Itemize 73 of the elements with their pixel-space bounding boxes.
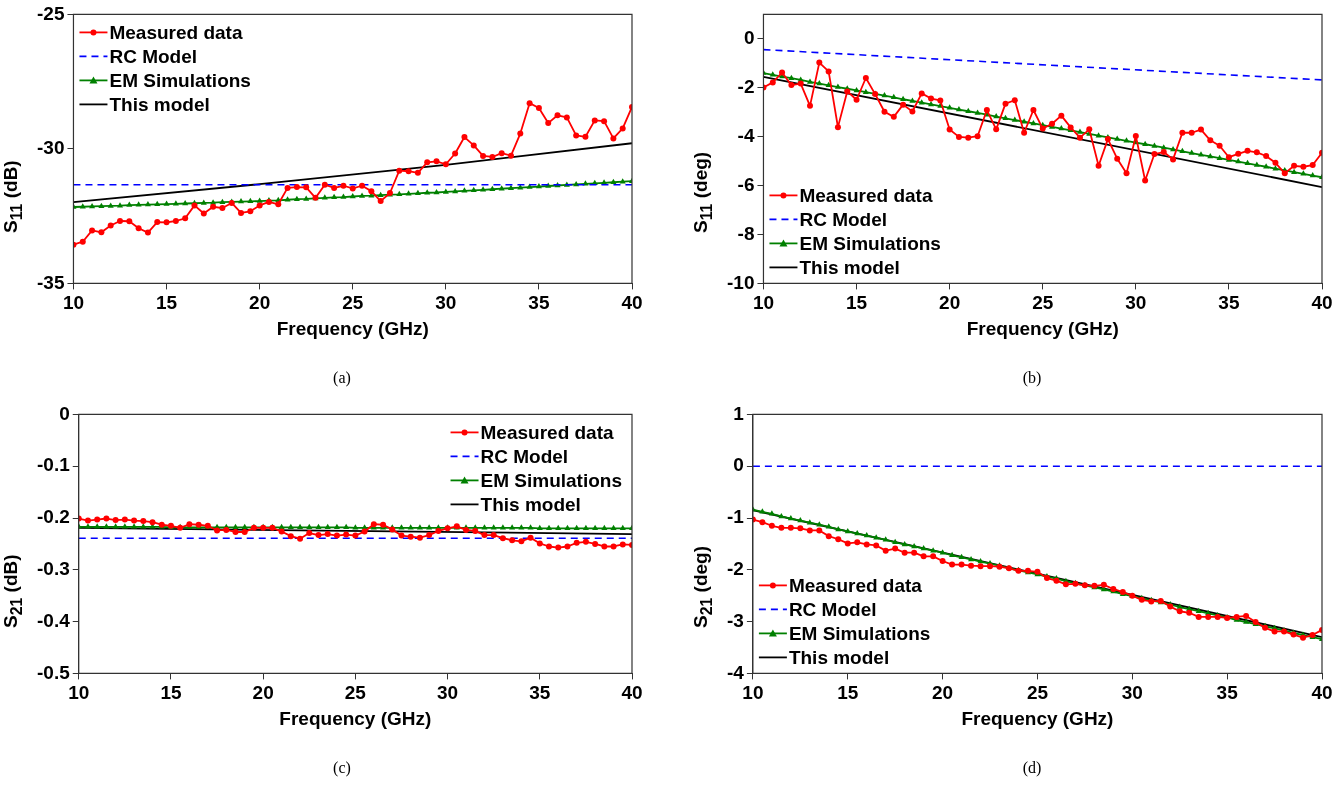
x-tick-label: 25 [1026,682,1049,704]
legend-label: Measured data [799,184,933,206]
x-axis-title: Frequency (GHz) [276,317,429,339]
legend-label: EM Simulations [480,469,623,491]
text: (c) [332,759,352,777]
y-tick-label: -0.1 [36,454,71,476]
y-tick-label: -8 [737,222,755,244]
y-tick-label: -25 [36,2,65,24]
x-tick-label: 40 [1311,682,1333,704]
legend-label: Measured data [109,21,243,43]
x-tick-label: 30 [437,682,459,704]
x-tick-label: 20 [252,682,274,704]
x-tick-label: 30 [435,292,457,314]
y-tick-label: -30 [36,137,65,159]
legend-label: RC Model [788,598,877,620]
y-tick-label: -3 [726,609,744,631]
y-tick-label: -0.5 [36,661,71,683]
x-tick-label: 20 [932,682,954,704]
x-tick-label: 40 [621,292,643,314]
legend-label: RC Model [799,208,888,230]
x-tick-label: 35 [528,292,550,314]
y-tick-label: -4 [726,661,745,683]
y-tick-label: -4 [737,124,755,146]
y-tick-label: -2 [737,76,755,97]
y-tick-label: -0.4 [36,609,71,631]
x-tick-label: 15 [160,682,182,704]
x-tick-label: 20 [249,292,271,314]
x-tick-label: 10 [68,682,90,704]
y-tick-label: 0 [733,454,744,476]
x-axis-title: Frequency (GHz) [279,707,432,729]
x-tick-label: 15 [845,292,868,314]
legend-label: This model [109,93,210,115]
legend-label: RC Model [480,445,569,467]
legend-label: Measured data [788,574,923,596]
x-tick-label: 30 [1121,682,1143,704]
x-axis-title: Frequency (GHz) [966,317,1119,339]
y-tick-label: -35 [36,271,65,293]
y-tick-label: -1 [726,506,745,528]
x-tick-label: 30 [1125,292,1147,314]
x-tick-label: 35 [1216,682,1239,704]
x-tick-label: 35 [1218,292,1240,314]
y-tick-label: -2 [726,558,744,580]
x-tick-label: 15 [155,292,178,314]
y-tick-label: 1 [733,402,745,424]
x-tick-label: 40 [1311,292,1333,314]
y-tick-label: -0.2 [36,506,70,528]
x-tick-label: 20 [939,292,961,314]
y-tick-label: -6 [737,173,755,195]
y-tick-label: -10 [726,271,755,293]
x-tick-label: 25 [342,292,364,314]
x-tick-label: 40 [621,682,643,704]
y-tick-label: 0 [743,27,755,49]
legend-label: EM Simulations [788,622,931,644]
legend-label: EM Simulations [109,69,251,91]
legend-label: Measured data [480,421,615,443]
x-tick-label: 10 [742,682,764,704]
legend-label: This model [799,256,900,278]
text: (a) [332,369,352,387]
legend-label: RC Model [109,45,198,67]
legend-label: This model [480,493,581,515]
text: (d) [1021,759,1043,777]
x-tick-label: 10 [752,292,775,314]
x-tick-label: 35 [529,682,551,704]
x-axis-title: Frequency (GHz) [961,707,1114,729]
text: (b) [1021,369,1043,387]
legend-label: EM Simulations [799,232,941,254]
legend-label: This model [788,646,890,668]
x-tick-label: 15 [837,682,859,704]
x-tick-label: 25 [1032,292,1054,314]
y-tick-label: -0.3 [36,558,70,580]
y-tick-label: 0 [59,402,70,424]
x-tick-label: 25 [344,682,367,704]
x-tick-label: 10 [62,292,85,314]
